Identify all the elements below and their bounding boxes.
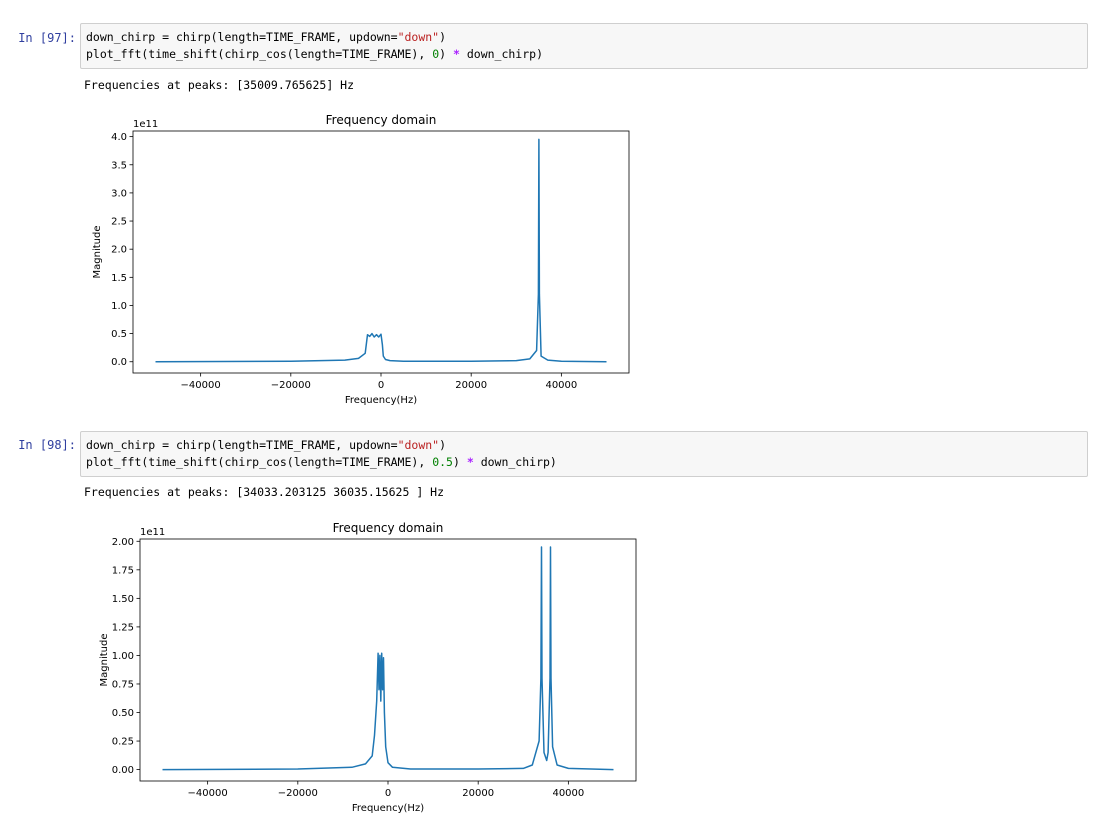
x-tick-label: 40000 xyxy=(545,380,577,391)
cell-1-code-input[interactable]: down_chirp = chirp(length=TIME_FRAME, up… xyxy=(80,23,1088,69)
code-line: plot_fft(time_shift(chirp_cos(length=TIM… xyxy=(86,47,544,61)
code-line: down_chirp = chirp(length=TIME_FRAME, up… xyxy=(86,438,447,452)
x-tick-label: −40000 xyxy=(181,380,221,391)
cell-1-prompt: In [97]: xyxy=(18,31,76,45)
y-tick-label: 0.0 xyxy=(111,357,127,368)
code-line: down_chirp = chirp(length=TIME_FRAME, up… xyxy=(86,30,447,44)
series-line xyxy=(155,138,607,363)
x-tick-label: 0 xyxy=(385,788,391,799)
plot-frame xyxy=(139,538,637,782)
y-offset-label: 1e11 xyxy=(133,119,158,130)
chart-title: Frequency domain xyxy=(326,113,437,127)
code-line: plot_fft(time_shift(chirp_cos(length=TIM… xyxy=(86,455,557,469)
chart-1: −40000 −20000 0 20000 40000 0.0 0.5 1.0 1.5 2.0 2.… xyxy=(92,113,630,406)
x-tick-label: −20000 xyxy=(271,380,311,391)
y-tick-label: 1.25 xyxy=(112,622,134,633)
cell-2-code-input[interactable]: down_chirp = chirp(length=TIME_FRAME, up… xyxy=(80,431,1088,477)
y-tick-label: 1.75 xyxy=(112,565,134,576)
x-tick-label: 0 xyxy=(378,380,384,391)
y-tick-label: 3.0 xyxy=(111,188,127,199)
x-tick-label: 20000 xyxy=(455,380,487,391)
y-tick-label: 0.75 xyxy=(112,679,134,690)
y-tick-label: 2.5 xyxy=(111,217,127,228)
cell-2-prompt: In [98]: xyxy=(18,438,76,452)
y-tick-label: 2.00 xyxy=(112,537,134,548)
y-tick-label: 0.5 xyxy=(111,329,127,340)
y-tick-label: 1.0 xyxy=(111,301,127,312)
y-axis-label: Magnitude xyxy=(92,226,103,279)
cell-1-output-text: Frequencies at peaks: [35009.765625] Hz xyxy=(84,78,355,92)
y-tick-label: 1.00 xyxy=(112,651,134,662)
cell-2-output-text: Frequencies at peaks: [34033.203125 3603… xyxy=(84,485,445,499)
x-tick-label: −20000 xyxy=(278,788,318,799)
y-tick-label: 0.25 xyxy=(112,737,134,748)
y-tick-label: 4.0 xyxy=(111,132,127,143)
x-tick-label: −40000 xyxy=(188,788,228,799)
y-tick-label: 2.0 xyxy=(111,245,127,256)
y-offset-label: 1e11 xyxy=(140,527,165,538)
y-tick-label: 1.50 xyxy=(112,594,134,605)
series-line xyxy=(162,546,614,771)
y-axis-label: Magnitude xyxy=(99,634,110,687)
y-tick-label: 0.00 xyxy=(112,765,134,776)
x-tick-label: 40000 xyxy=(552,788,584,799)
y-tick-label: 1.5 xyxy=(111,273,127,284)
x-axis-label: Frequency(Hz) xyxy=(345,395,417,406)
x-tick-label: 20000 xyxy=(462,788,494,799)
y-tick-label: 0.50 xyxy=(112,708,134,719)
chart-title: Frequency domain xyxy=(333,521,444,535)
y-tick-label: 3.5 xyxy=(111,160,127,171)
chart-2: −40000 −20000 0 20000 40000 0.00 0.25 0.50 0.75 1… xyxy=(99,521,637,814)
x-axis-label: Frequency(Hz) xyxy=(352,803,424,814)
